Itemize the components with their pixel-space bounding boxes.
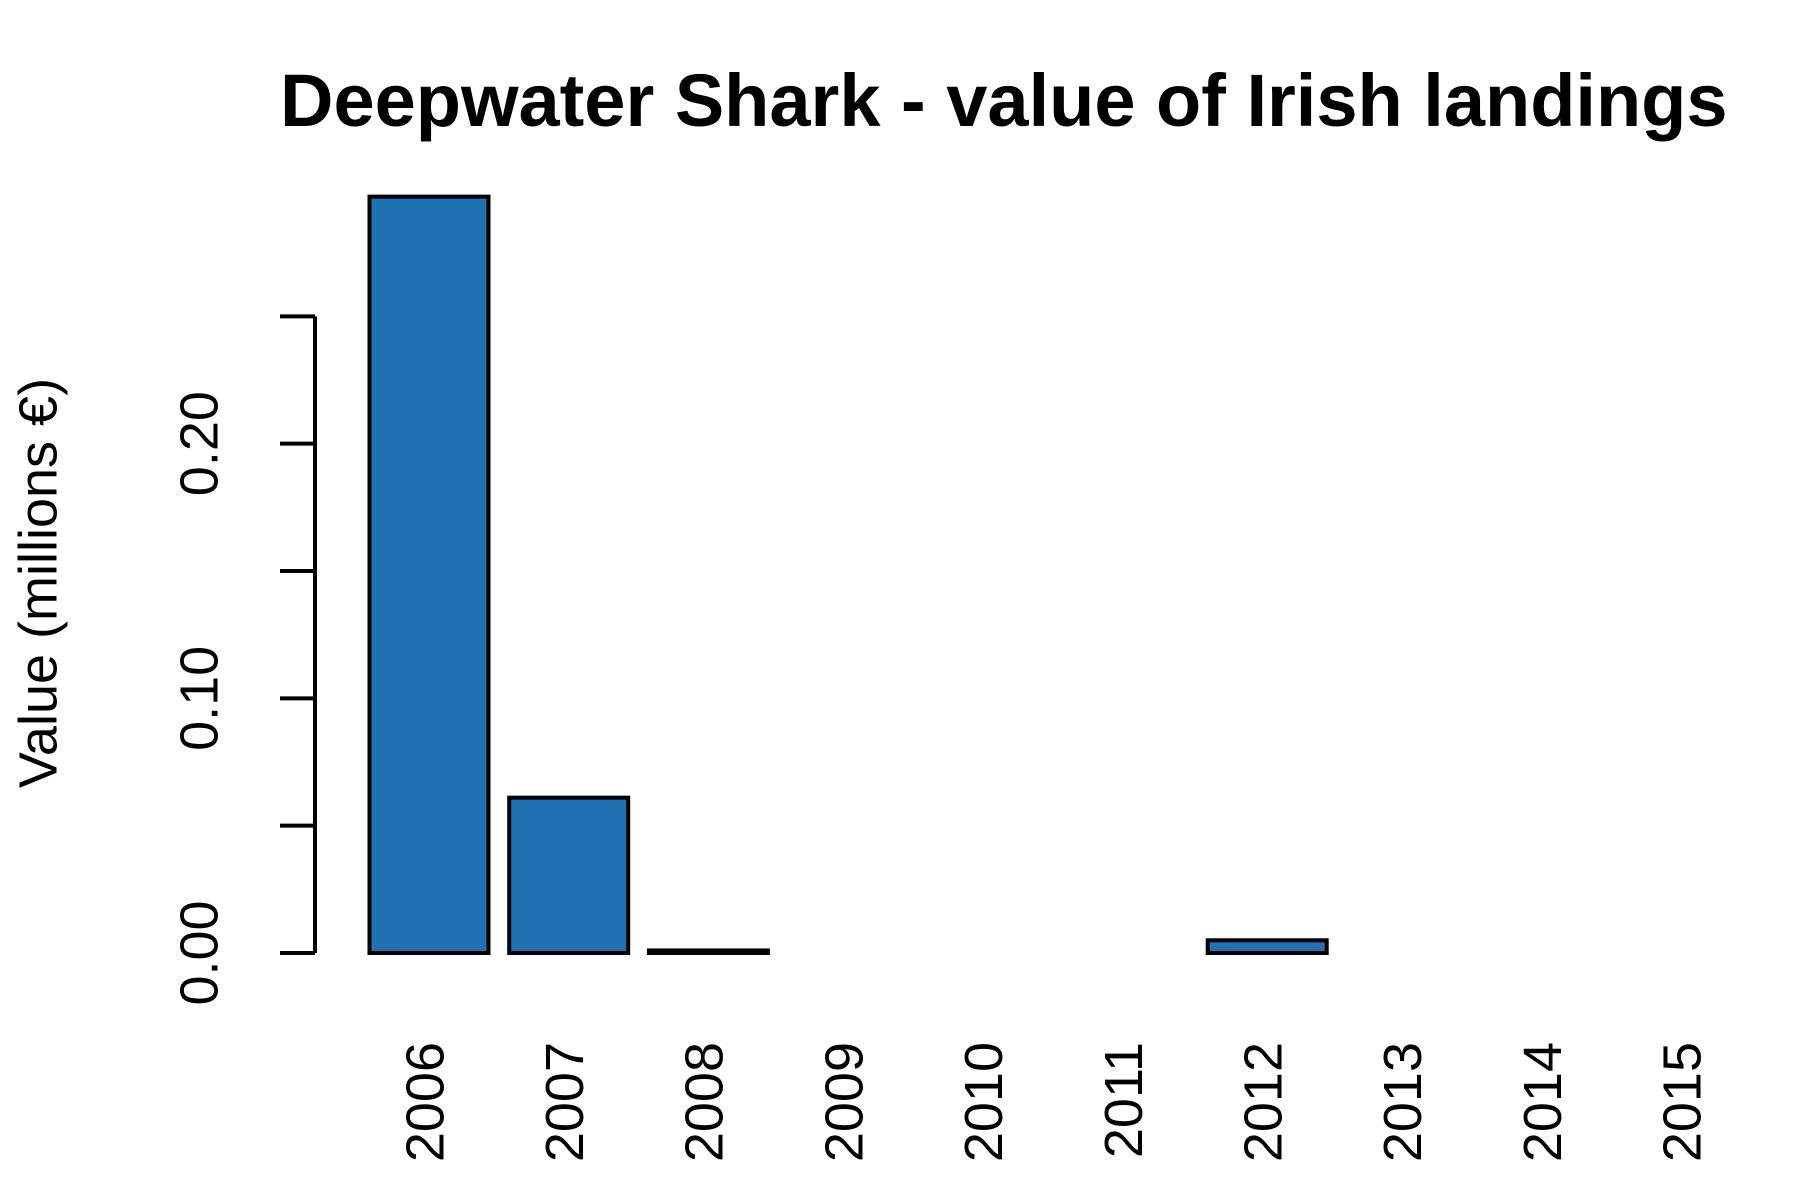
x-tick-label: 2006 — [395, 1042, 455, 1162]
y-axis-title: Value (millions €) — [8, 378, 68, 788]
y-tick-label: 0.00 — [169, 900, 229, 1005]
x-tick-label: 2012 — [1233, 1042, 1293, 1162]
x-tick-label: 2007 — [535, 1042, 595, 1162]
bar — [646, 948, 770, 955]
x-tick-label: 2013 — [1373, 1042, 1433, 1162]
y-tick-label: 0.10 — [169, 646, 229, 751]
y-tick-label: 0.20 — [169, 391, 229, 496]
bar — [1205, 938, 1329, 955]
x-tick-label: 2014 — [1513, 1042, 1573, 1162]
bar — [507, 795, 631, 955]
chart-title: Deepwater Shark - value of Irish landing… — [280, 59, 1728, 142]
x-tick-label: 2011 — [1094, 1042, 1154, 1158]
x-tick-label: 2008 — [675, 1042, 735, 1162]
x-tick-label: 2015 — [1653, 1042, 1713, 1162]
bar — [367, 194, 491, 955]
x-tick-label: 2010 — [954, 1042, 1014, 1162]
x-tick-label: 2009 — [814, 1042, 874, 1162]
